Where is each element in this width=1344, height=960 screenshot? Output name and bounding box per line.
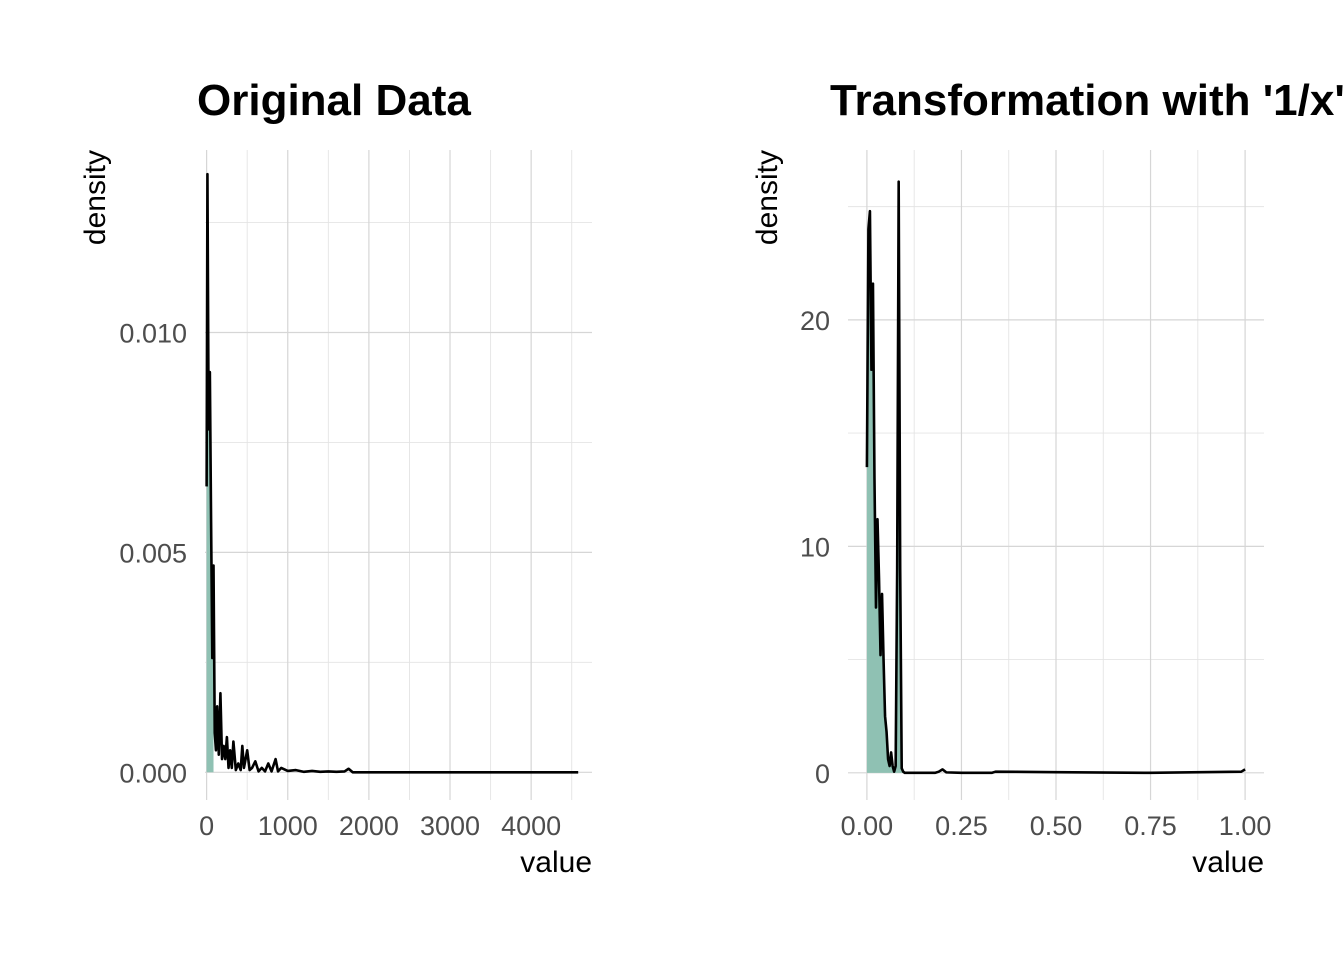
- right-chart-x-tick-label: 1.00: [1219, 811, 1272, 841]
- left-chart-y-tick-label: 0.000: [119, 758, 187, 788]
- right-chart-y-tick-label: 20: [800, 306, 830, 336]
- right-chart-marks: [865, 180, 1246, 775]
- right-chart-y-axis-title: density: [751, 150, 784, 245]
- left-chart-x-tick-label: 4000: [501, 811, 561, 841]
- right-chart-y-tick-label: 0: [815, 759, 830, 789]
- right-chart-ticks: 0.00 0.25 0.50 0.75 1.00 0 10 20: [800, 306, 1271, 841]
- right-chart-panel: Transformation with '1/x' 0.00 0.25 0.50 0.…: [751, 76, 1344, 879]
- right-chart-x-tick-label: 0.00: [841, 811, 894, 841]
- right-chart-x-axis-title: value: [1192, 846, 1264, 879]
- right-chart-x-tick-label: 0.25: [935, 811, 988, 841]
- right-chart-density-area: [866, 181, 905, 773]
- right-chart-x-tick-label: 0.50: [1030, 811, 1083, 841]
- right-chart-density-line: [865, 180, 1246, 775]
- left-chart-x-axis-title: value: [520, 846, 592, 879]
- left-chart-marks: [205, 172, 579, 774]
- left-chart-x-tick-label: 1000: [258, 811, 318, 841]
- left-chart-x-tick-label: 3000: [420, 811, 480, 841]
- left-chart-x-tick-label: 2000: [339, 811, 399, 841]
- right-chart-title: Transformation with '1/x': [830, 76, 1344, 125]
- right-chart-y-tick-label: 10: [800, 532, 830, 562]
- left-chart-title: Original Data: [197, 76, 471, 125]
- left-chart-density-line: [205, 172, 579, 774]
- right-chart-x-tick-label: 0.75: [1124, 811, 1177, 841]
- left-chart-grid: [205, 150, 592, 800]
- left-chart-y-tick-label: 0.005: [119, 538, 187, 568]
- right-chart-grid: [848, 150, 1264, 800]
- left-chart-panel: Original Data 0 1000 2000 3000 4000 0.000 0.00…: [79, 76, 592, 879]
- left-chart-y-axis-title: density: [79, 150, 112, 245]
- left-chart-ticks: 0 1000 2000 3000 4000 0.000 0.005 0.010: [119, 319, 561, 841]
- left-chart-x-tick-label: 0: [199, 811, 214, 841]
- left-chart-y-tick-label: 0.010: [119, 319, 187, 349]
